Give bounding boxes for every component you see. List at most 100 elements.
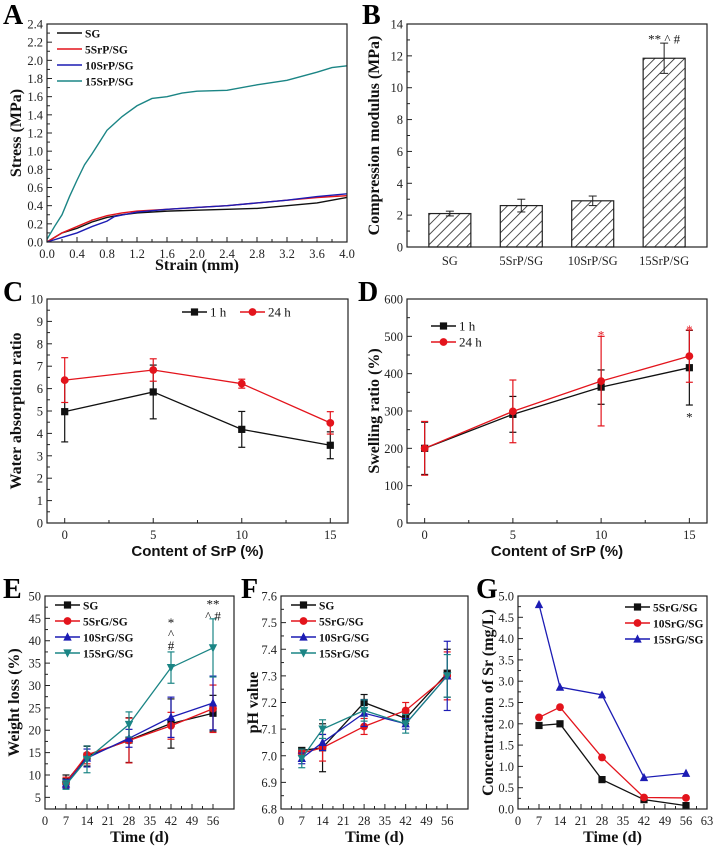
y-tick-label: 500 (384, 330, 403, 344)
data-point (82, 755, 92, 764)
plot-area (428, 42, 686, 248)
y-tick-label: 10 (391, 81, 404, 95)
y-tick-label: 7.3 (261, 669, 277, 683)
panel-letter: C (3, 277, 23, 308)
y-tick-label: 45 (29, 612, 42, 626)
y-tick-label: 3 (37, 449, 43, 463)
x-tick-label: 7 (63, 814, 69, 828)
significance-annotation: ** (207, 597, 220, 612)
x-axis-label: Time (d) (583, 829, 642, 846)
series-24 h (420, 329, 694, 476)
legend-label: 15SrG/SG (83, 649, 134, 661)
y-tick-label: 2.4 (27, 18, 43, 32)
bar-15SrP/SG (642, 57, 686, 248)
x-tick-label: 1.6 (159, 247, 175, 261)
y-axis-label: pH value (245, 672, 262, 734)
plot-area (61, 618, 218, 790)
data-point (555, 682, 565, 691)
data-point (166, 712, 176, 721)
x-tick-label: 5SrP/SG (499, 254, 543, 268)
legend-marker (633, 634, 642, 643)
y-tick-label: 1.8 (27, 72, 43, 86)
x-tick-label: 14 (81, 814, 94, 828)
y-tick-label: 15 (29, 746, 42, 760)
y-tick-label: 6 (397, 145, 403, 159)
x-tick-label: 49 (659, 814, 672, 828)
data-point (61, 408, 69, 416)
legend-label: 24 h (268, 305, 291, 320)
data-point (420, 444, 429, 453)
legend: 1 h24 h (431, 319, 482, 350)
legend-marker (633, 603, 642, 611)
x-tick-label: 0 (42, 814, 48, 828)
x-tick-label: 56 (441, 814, 454, 828)
data-point (124, 720, 134, 730)
y-tick-label: 2.0 (498, 717, 514, 731)
data-point (556, 720, 564, 728)
y-tick-label: 7 (37, 360, 43, 374)
y-tick-label: 7.4 (261, 643, 277, 657)
data-point (318, 737, 327, 747)
y-tick-label: 7.6 (261, 590, 277, 604)
y-tick-label: 9 (37, 315, 43, 329)
x-tick-label: 2.0 (189, 247, 205, 261)
series-line (538, 723, 687, 807)
x-tick-label: 10 (595, 528, 608, 542)
panel-letter: G (476, 574, 498, 605)
significance-annotation: * (598, 327, 605, 342)
x-tick-label: 3.2 (279, 247, 295, 261)
y-axis-label: Stress (MPa) (8, 89, 25, 177)
x-axis-label: Content of SrP (%) (491, 543, 623, 560)
series-SG (46, 196, 348, 243)
y-tick-label: 0.4 (27, 199, 43, 213)
y-tick-label: 7.0 (261, 749, 277, 763)
series-line (46, 65, 348, 240)
y-tick-label: 1.0 (498, 760, 514, 774)
x-tick-label: 21 (337, 814, 350, 828)
legend-label: SG (83, 601, 98, 613)
legend-marker (299, 632, 308, 641)
series-15SrG/SG (297, 653, 452, 769)
legend-marker (299, 617, 308, 625)
x-tick-label: 21 (102, 814, 115, 828)
bar-SG (428, 212, 472, 248)
data-point (149, 366, 158, 374)
legend-label: SG (85, 29, 100, 41)
x-tick-label: 5 (510, 528, 516, 542)
plot-frame (517, 595, 708, 810)
y-tick-label: 12 (391, 49, 404, 63)
significance-annotation: ^ # (205, 609, 221, 624)
panel-a: A 0.0 0.2 0.4 0.6 0.8 1.0 1.2 1.4 1.6 1.8 2.0 2.2 2.4… (3, 0, 355, 274)
y-tick-label: 40 (29, 634, 42, 648)
x-tick-label: 0.0 (39, 247, 55, 261)
data-point (598, 776, 606, 784)
data-point (401, 720, 410, 729)
y-tick-label: 0 (397, 517, 403, 531)
y-tick-label: 2 (397, 209, 403, 223)
x-tick-label: 56 (207, 814, 220, 828)
x-axis-label: Strain (mm) (155, 257, 239, 274)
x-axis-label: Content of SrP (%) (131, 543, 263, 560)
significance-annotation: * (686, 410, 693, 425)
legend-label: 15SrG/SG (319, 649, 370, 661)
legend: SG 5SrP/SG 10SrP/SG 15SrP/SG (57, 29, 134, 89)
panel-letter: D (358, 277, 378, 308)
legend-label: 10SrG/SG (83, 633, 134, 645)
data-point (685, 352, 694, 361)
x-tick-label: 0.8 (99, 247, 115, 261)
data-point (149, 388, 157, 396)
legend: SG 5SrG/SG 10SrG/SG 15SrG/SG (55, 601, 134, 661)
x-tick-label: 35 (617, 814, 630, 828)
x-tick-label: SG (442, 254, 458, 268)
y-tick-label: 35 (29, 657, 42, 671)
legend-marker (439, 322, 448, 330)
legend-label: 5SrP/SG (85, 45, 128, 57)
y-tick-label: 30 (29, 679, 42, 693)
y-tick-label: 0 (397, 241, 403, 255)
data-point (443, 672, 452, 681)
data-point (681, 768, 691, 777)
significance-annotation: ^ (168, 627, 174, 642)
data-point (166, 663, 176, 673)
y-tick-label: 10 (29, 768, 42, 782)
